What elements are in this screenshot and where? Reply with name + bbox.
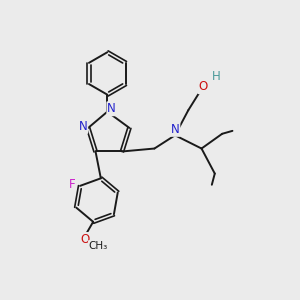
Text: CH₃: CH₃ [89,241,108,251]
Text: N: N [79,120,87,133]
Text: N: N [171,123,179,136]
Text: O: O [198,80,208,93]
Text: H: H [212,70,220,83]
Text: N: N [107,102,116,115]
Text: F: F [68,178,75,191]
Text: O: O [80,233,89,246]
